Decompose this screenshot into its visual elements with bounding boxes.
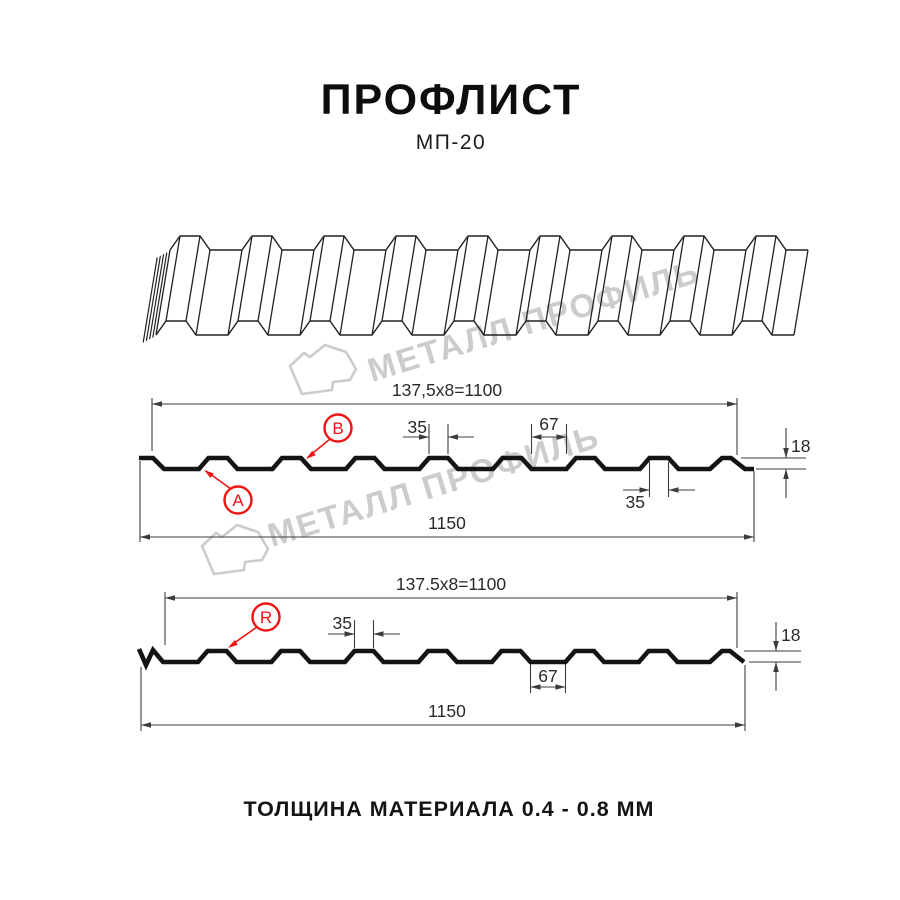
iso-sheet-view [142, 235, 809, 343]
watermark-lower: МЕТАЛЛ ПРОФИЛЬ [200, 417, 604, 576]
section-a-labels: 137,5x8=1100 35 67 35 18 1150 A B [232, 380, 810, 533]
watermark-text: МЕТАЛЛ ПРОФИЛЬ [263, 417, 604, 553]
dim-label-height-18: 18 [781, 625, 800, 645]
footer-note: ТОЛЩИНА МАТЕРИАЛА 0.4 - 0.8 ММ [244, 797, 655, 821]
dim-label-valley-67: 67 [539, 414, 558, 434]
metal-profil-logo-icon [200, 523, 270, 576]
dim-label-valley-67: 67 [538, 666, 557, 686]
marker-b-label: B [332, 419, 343, 438]
dim-label-pitch: 137.5x8=1100 [396, 574, 506, 594]
marker-a-label: A [232, 491, 244, 510]
metal-profil-logo-icon [288, 343, 358, 396]
dim-label-total-1150: 1150 [428, 513, 466, 533]
dim-label-height-18: 18 [791, 436, 810, 456]
page-title: ПРОФЛИСТ [321, 76, 582, 124]
profile-code: МП-20 [416, 131, 486, 154]
section-a-geometry [139, 398, 806, 542]
marker-r-label: R [260, 608, 272, 627]
dim-label-crest-35: 35 [408, 417, 427, 437]
section-r-labels: 137.5x8=1100 35 67 18 1150 R [260, 574, 801, 721]
dim-label-total-1150: 1150 [428, 701, 466, 721]
dim-label-pitch: 137,5x8=1100 [392, 380, 502, 400]
section-r-geometry [136, 592, 801, 731]
watermark-upper: МЕТАЛЛ ПРОФИЛЬ [288, 252, 704, 396]
dim-label-crest-35: 35 [333, 613, 352, 633]
dim-label-edge-rib-35: 35 [626, 492, 645, 512]
